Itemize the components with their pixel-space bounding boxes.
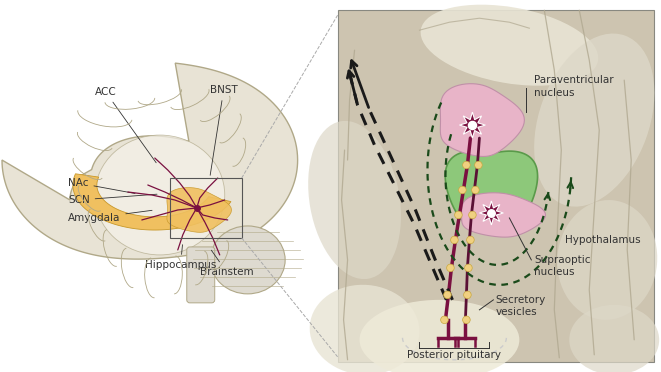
Circle shape [463,161,470,169]
Text: Hippocampus: Hippocampus [145,245,216,270]
Bar [338,10,654,362]
Circle shape [447,264,454,272]
Circle shape [444,291,451,299]
Circle shape [441,316,448,324]
Text: BNST: BNST [210,85,237,175]
Polygon shape [446,151,537,232]
Circle shape [469,211,476,219]
Ellipse shape [210,226,285,294]
Ellipse shape [420,5,598,86]
Bar [0,0,320,372]
Circle shape [475,161,482,169]
Circle shape [455,211,462,219]
Ellipse shape [95,135,225,255]
Polygon shape [459,112,485,138]
Text: Posterior pituitary: Posterior pituitary [407,350,502,360]
Circle shape [471,186,479,194]
Ellipse shape [569,305,659,372]
Polygon shape [167,187,231,232]
Polygon shape [2,63,297,259]
Polygon shape [440,84,524,157]
Text: ACC: ACC [95,87,156,163]
Circle shape [467,236,474,244]
Bar [170,178,242,238]
Text: Paraventricular
nucleus: Paraventricular nucleus [534,75,614,97]
Polygon shape [73,174,231,230]
Ellipse shape [557,200,657,320]
FancyBboxPatch shape [187,247,215,303]
Polygon shape [479,201,504,225]
Circle shape [459,186,466,194]
Text: SCN: SCN [68,194,157,205]
Circle shape [451,236,458,244]
Ellipse shape [534,33,654,206]
Circle shape [463,291,471,299]
Ellipse shape [310,285,420,372]
Ellipse shape [360,300,520,372]
Text: Secretory
vesicles: Secretory vesicles [495,295,545,317]
Circle shape [465,264,472,272]
Text: NAc: NAc [68,178,135,193]
Ellipse shape [308,121,401,279]
Text: Brainstem: Brainstem [200,250,253,277]
Circle shape [463,316,470,324]
Text: Amygdala: Amygdala [68,210,152,223]
Text: Supraoptic
nucleus: Supraoptic nucleus [534,255,591,277]
Polygon shape [461,193,545,237]
Text: Hypothalamus: Hypothalamus [565,235,641,245]
